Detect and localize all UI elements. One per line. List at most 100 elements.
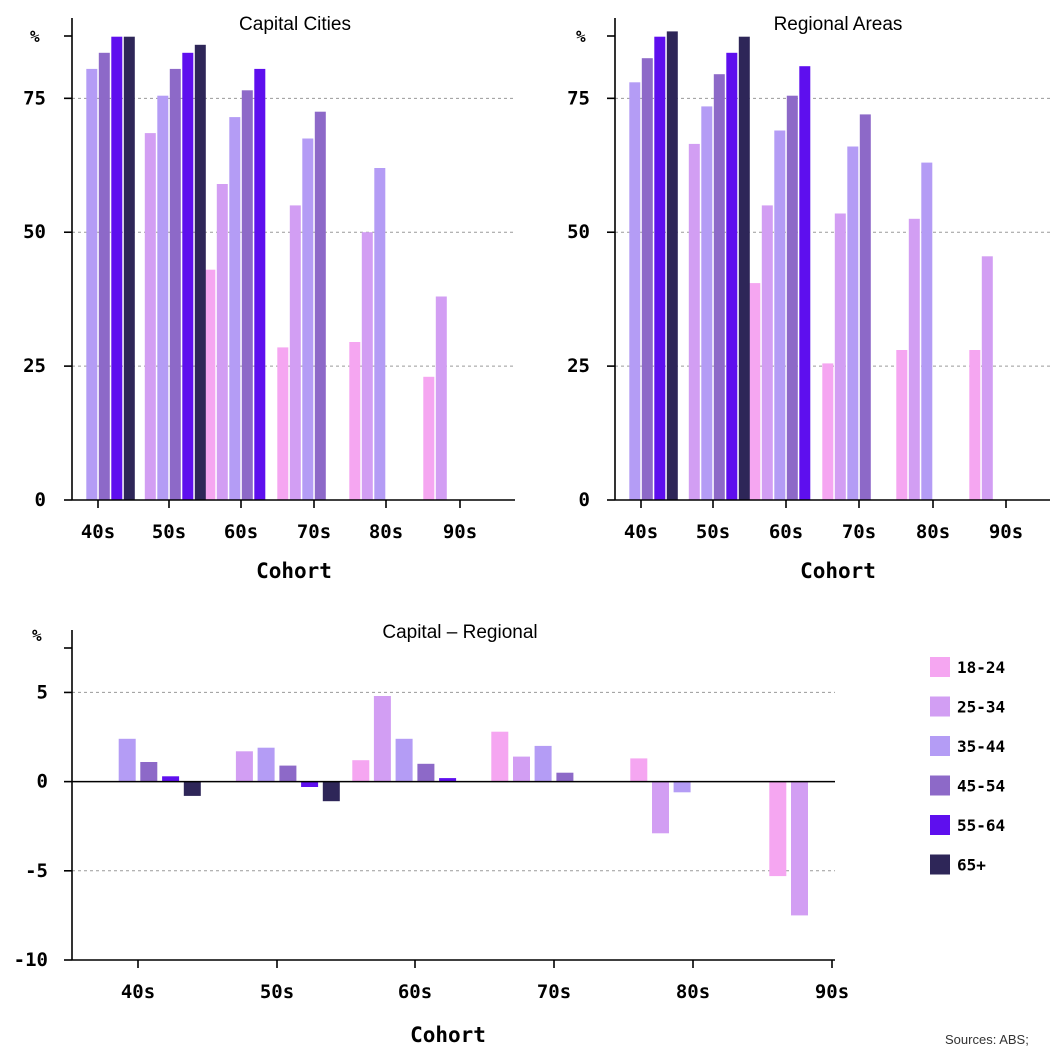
bar-65+-40s	[666, 31, 678, 501]
bar-18-24-70s	[277, 347, 289, 500]
bar-25-34-50s	[688, 143, 700, 500]
x-tick-label: 60s	[224, 521, 258, 543]
legend-label-25-34: 25-34	[957, 698, 1005, 717]
bar-18-24-70s	[491, 731, 509, 782]
legend-swatch-65+	[930, 854, 950, 875]
y-tick-label: 5	[37, 681, 48, 703]
bar-25-34-60s	[373, 696, 391, 782]
y-tick-label: 0	[35, 489, 46, 511]
bar-18-24-80s	[349, 342, 361, 500]
bar-18-24-80s	[896, 350, 908, 500]
bar-25-34-90s	[791, 781, 808, 916]
bar-35-44-60s	[395, 738, 413, 782]
bar-25-34-70s	[513, 756, 530, 782]
legend: 18-24 25-34 35-44 45-54 55-64 65+	[930, 657, 1005, 875]
x-tick-label: 50s	[260, 981, 294, 1003]
bar-45-54-50s	[279, 765, 297, 782]
x-tick-label: 40s	[81, 521, 115, 543]
x-tick-label: 90s	[989, 521, 1023, 543]
legend-label-35-44: 35-44	[957, 737, 1005, 756]
x-tick-label: 80s	[676, 981, 710, 1003]
y-tick-label: 0	[37, 771, 48, 793]
bar-45-54-40s	[98, 52, 110, 501]
legend-swatch-55-64	[930, 815, 950, 835]
x-tick-label: 60s	[398, 981, 432, 1003]
bar-45-54-60s	[786, 95, 798, 500]
legend-swatch-18-24	[930, 657, 950, 677]
x-tick-label: 90s	[815, 981, 849, 1003]
x-tick-label: 70s	[537, 981, 571, 1003]
y-tick-label: 25	[567, 355, 590, 377]
bar-25-34-80s	[652, 781, 669, 834]
chart-title: Capital – Regional	[382, 622, 537, 643]
bar-25-34-60s	[761, 205, 773, 500]
bar-25-34-90s	[435, 296, 447, 500]
bar-55-64-40s	[654, 36, 666, 500]
x-tick-label: 40s	[121, 981, 155, 1003]
y-tick-label: 75	[567, 87, 590, 109]
bar-65+-40s	[183, 781, 201, 796]
bar-55-64-50s	[301, 781, 319, 787]
bar-25-34-60s	[216, 184, 228, 500]
y-axis-unit: %	[576, 27, 586, 46]
bar-25-34-50s	[235, 751, 253, 782]
bar-35-44-50s	[257, 747, 275, 782]
bar-55-64-40s	[162, 776, 180, 782]
bar-45-54-40s	[641, 58, 653, 500]
x-tick-label: 70s	[842, 521, 876, 543]
bar-35-44-60s	[774, 130, 786, 500]
y-tick-label: 50	[23, 221, 46, 243]
bar-55-64-40s	[111, 36, 123, 500]
source-note: Sources: ABS;	[945, 1032, 1029, 1047]
chart-title: Capital Cities	[239, 14, 351, 35]
x-tick-label: 90s	[443, 521, 477, 543]
bar-45-54-60s	[417, 763, 435, 782]
bar-65+-50s	[194, 44, 206, 501]
legend-swatch-35-44	[930, 736, 950, 756]
bar-65+-40s	[123, 36, 135, 500]
bar-25-34-70s	[289, 205, 301, 500]
y-tick-label: 25	[23, 355, 46, 377]
x-tick-label: 80s	[916, 521, 950, 543]
bar-45-54-60s	[241, 90, 253, 501]
bar-35-44-60s	[229, 117, 241, 500]
bar-35-44-50s	[157, 95, 169, 500]
legend-label-65+: 65+	[957, 856, 986, 875]
bar-55-64-50s	[726, 52, 738, 501]
bar-25-34-80s	[908, 218, 920, 501]
bar-18-24-90s	[969, 350, 981, 500]
bar-35-44-40s	[86, 68, 98, 501]
bar-35-44-40s	[118, 738, 136, 782]
bar-45-54-70s	[556, 772, 574, 782]
capital-cities-chart: 0 25 50 75 40s 50s 60s 70s 80s 90s Capital Cities C…	[23, 14, 515, 583]
x-tick-label: 50s	[696, 521, 730, 543]
bar-35-44-70s	[302, 138, 314, 500]
x-tick-label: 50s	[152, 521, 186, 543]
bar-25-34-70s	[834, 213, 846, 500]
regional-areas-chart: 0 25 50 75 40s 50s 60s 70s 80s 90s Regional Areas C…	[567, 14, 1050, 583]
bar-35-44-40s	[629, 82, 641, 501]
bar-35-44-50s	[701, 106, 713, 501]
y-axis-unit: %	[32, 626, 42, 645]
y-tick-label: 75	[23, 87, 46, 109]
bar-25-34-90s	[981, 256, 993, 500]
bar-18-24-80s	[630, 758, 648, 782]
bar-35-44-70s	[534, 745, 552, 782]
bar-18-24-60s	[749, 283, 761, 500]
chart-title: Regional Areas	[774, 14, 903, 35]
y-axis-unit: %	[30, 27, 40, 46]
bar-45-54-50s	[713, 74, 725, 500]
bar-35-44-80s	[374, 168, 386, 500]
bar-55-64-60s	[254, 68, 266, 501]
bar-65+-50s	[322, 781, 340, 802]
bar-18-24-90s	[769, 781, 787, 877]
x-tick-label: 60s	[769, 521, 803, 543]
bar-18-24-90s	[423, 376, 435, 500]
x-tick-label: 40s	[624, 521, 658, 543]
bar-25-34-50s	[144, 133, 156, 500]
bar-18-24-70s	[822, 363, 834, 500]
legend-label-18-24: 18-24	[957, 658, 1005, 677]
bar-45-54-40s	[140, 762, 158, 782]
bar-55-64-50s	[182, 52, 194, 501]
